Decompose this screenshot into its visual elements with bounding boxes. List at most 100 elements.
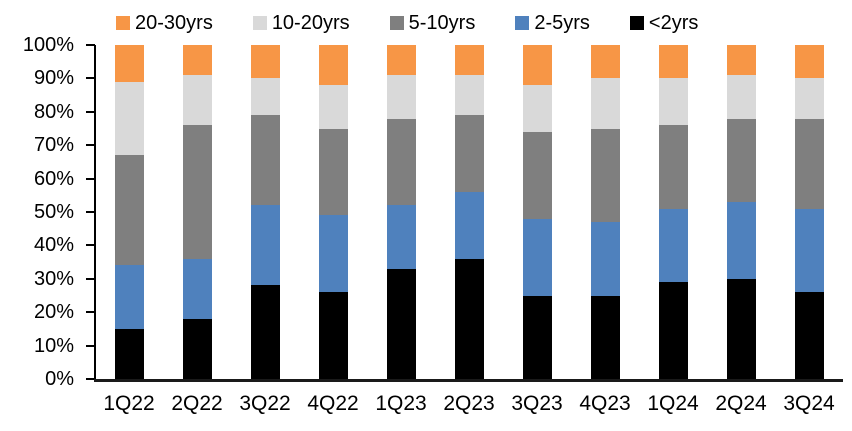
bar-segment-5-10yrs [455, 115, 484, 192]
legend-swatch-icon [629, 16, 644, 30]
bar-segment-2yrs [387, 268, 416, 379]
legend-swatch-icon [116, 16, 130, 30]
bar-segment-20-30yrs [387, 45, 416, 76]
bar-2q24 [727, 45, 756, 379]
bar-1q24 [659, 45, 688, 379]
y-axis-tick-label: 30% [33, 267, 74, 290]
x-axis-tick-label: 4Q22 [307, 392, 359, 415]
x-axis-line [94, 379, 843, 382]
y-axis-tick-label: 90% [33, 67, 74, 90]
bar-segment-2-5yrs [523, 218, 552, 296]
y-axis-tick [86, 378, 95, 380]
y-axis-tick-label: 80% [33, 100, 74, 123]
legend-label: 10-20yrs [271, 12, 350, 34]
bar-1q23 [387, 45, 416, 379]
bar-segment-2yrs [319, 292, 348, 379]
bar-segment-2yrs [251, 285, 280, 379]
bar-segment-2yrs [795, 292, 824, 379]
bar-segment-2-5yrs [387, 205, 416, 269]
bar-segment-2yrs [659, 282, 688, 379]
bar-segment-2-5yrs [727, 202, 756, 279]
bar-segment-10-20yrs [455, 75, 484, 116]
bar-segment-2yrs [727, 278, 756, 379]
x-axis-tick-label: 1Q24 [647, 392, 699, 415]
bar-segment-2-5yrs [455, 191, 484, 259]
y-axis-tick-label: 10% [33, 334, 74, 357]
y-axis-tick [86, 344, 95, 347]
bar-segment-2yrs [455, 258, 484, 379]
y-axis-tick [86, 211, 95, 213]
y-axis-line [94, 45, 96, 381]
bar-segment-20-30yrs [659, 45, 688, 79]
bar-segment-2yrs [591, 295, 620, 379]
chart-legend: 20-30yrs 10-20yrs 5-10yrs 2-5yrs <2yrs [116, 11, 698, 35]
y-axis-tick [86, 77, 95, 80]
legend-item-20-30yrs: 20-30yrs [116, 11, 213, 35]
bar-segment-10-20yrs [251, 78, 280, 116]
bar-segment-20-30yrs [523, 45, 552, 86]
bar-segment-5-10yrs [727, 118, 756, 202]
bar-segment-2-5yrs [319, 215, 348, 293]
bar-segment-20-30yrs [183, 45, 212, 76]
bar-segment-20-30yrs [727, 45, 756, 76]
bar-segment-5-10yrs [183, 125, 212, 259]
legend-swatch-icon [389, 16, 404, 30]
y-axis-tick-label: 20% [33, 301, 74, 324]
bar-2q22 [183, 45, 212, 379]
x-axis-tick-label: 2Q24 [715, 392, 767, 415]
bar-segment-5-10yrs [591, 128, 620, 223]
y-axis-tick [86, 277, 95, 280]
bar-segment-2-5yrs [183, 258, 212, 319]
bar-segment-10-20yrs [795, 78, 824, 119]
bar-segment-10-20yrs [523, 85, 552, 132]
y-axis-tick [86, 177, 95, 180]
bar-segment-2-5yrs [115, 265, 144, 329]
legend-item-2yrs: <2yrs [629, 11, 699, 35]
y-axis-tick-label: 70% [33, 134, 74, 157]
legend-item-10-20yrs: 10-20yrs [252, 11, 350, 35]
bar-segment-20-30yrs [795, 45, 824, 79]
bar-segment-20-30yrs [319, 45, 348, 86]
bar-segment-5-10yrs [251, 115, 280, 206]
y-axis-tick [86, 144, 95, 147]
y-axis-tick [86, 110, 95, 113]
legend-item-5-10yrs: 5-10yrs [389, 11, 475, 35]
x-axis-tick-label: 3Q24 [783, 392, 835, 415]
bar-segment-2yrs [183, 318, 212, 379]
bar-segment-10-20yrs [319, 85, 348, 129]
bar-segment-10-20yrs [183, 75, 212, 126]
bar-segment-5-10yrs [115, 155, 144, 266]
bar-segment-20-30yrs [455, 45, 484, 76]
y-axis-tick-label: 100% [22, 34, 74, 56]
bar-segment-2-5yrs [251, 205, 280, 286]
legend-swatch-icon [515, 16, 530, 30]
legend-label: 2-5yrs [534, 12, 590, 34]
x-axis-labels: 1Q22 2Q22 3Q22 4Q22 1Q23 2Q23 3Q23 4Q23 1Q24 2Q24… [95, 391, 843, 417]
x-axis-tick-label: 1Q23 [375, 392, 427, 415]
bar-segment-5-10yrs [523, 131, 552, 219]
legend-swatch-icon [252, 16, 267, 30]
bar-3q23 [523, 45, 552, 379]
legend-label: <2yrs [648, 12, 699, 34]
y-axis-tick-label: 50% [33, 201, 74, 223]
bar-segment-10-20yrs [115, 81, 144, 156]
x-axis-tick-label: 4Q23 [579, 392, 631, 415]
bar-segment-10-20yrs [591, 78, 620, 129]
x-axis-tick-label: 3Q22 [239, 392, 291, 415]
x-axis-tick-label: 2Q22 [171, 392, 223, 415]
bar-segment-20-30yrs [251, 45, 280, 79]
plot-area [95, 45, 843, 379]
bar-3q24 [795, 45, 824, 379]
bar-4q23 [591, 45, 620, 379]
y-axis-tick [86, 244, 95, 247]
bar-segment-2yrs [523, 295, 552, 379]
bar-2q23 [455, 45, 484, 379]
y-axis-tick-label: 0% [45, 368, 74, 390]
bar-segment-5-10yrs [659, 125, 688, 209]
y-axis-tick [86, 44, 95, 46]
bar-segment-10-20yrs [387, 75, 416, 119]
bar-segment-5-10yrs [319, 128, 348, 216]
x-axis-tick-label: 3Q23 [511, 392, 563, 415]
bar-3q22 [251, 45, 280, 379]
